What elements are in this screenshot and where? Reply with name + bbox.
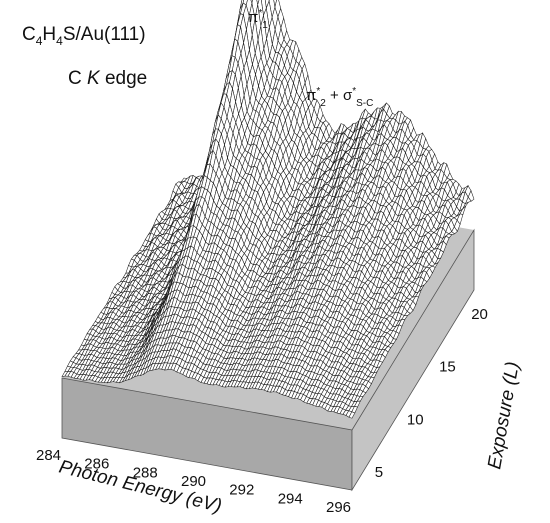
chart-subtitle: C K edge <box>68 68 147 89</box>
x-tick-label: 288 <box>133 464 158 481</box>
x-tick-label: 292 <box>229 482 254 499</box>
base-right-wall <box>351 228 475 492</box>
y-tick-label: 20 <box>471 306 488 323</box>
y-axis-label: Exposure (L) <box>484 360 524 471</box>
chart-title: C4H4S/Au(111) <box>22 24 146 48</box>
x-tick-label: 290 <box>181 473 206 490</box>
x-axis-ticks: 284 286 288 290 292 294 296 <box>36 447 351 516</box>
x-tick-label: 296 <box>326 499 351 516</box>
annotation-pi2-sigma: π*2 + σ*S-C <box>306 86 373 109</box>
y-tick-label: 15 <box>439 359 456 376</box>
surface-mesh <box>61 0 475 419</box>
x-tick-label: 286 <box>84 456 109 473</box>
y-axis-ticks: 5 10 15 20 <box>375 306 488 481</box>
mesh-cell <box>348 411 356 419</box>
y-tick-label: 5 <box>375 464 383 481</box>
annotation-pi1: π*1 <box>248 8 268 31</box>
y-tick-label: 10 <box>407 411 424 428</box>
x-tick-label: 294 <box>278 490 303 507</box>
x-tick-label: 284 <box>36 447 61 464</box>
